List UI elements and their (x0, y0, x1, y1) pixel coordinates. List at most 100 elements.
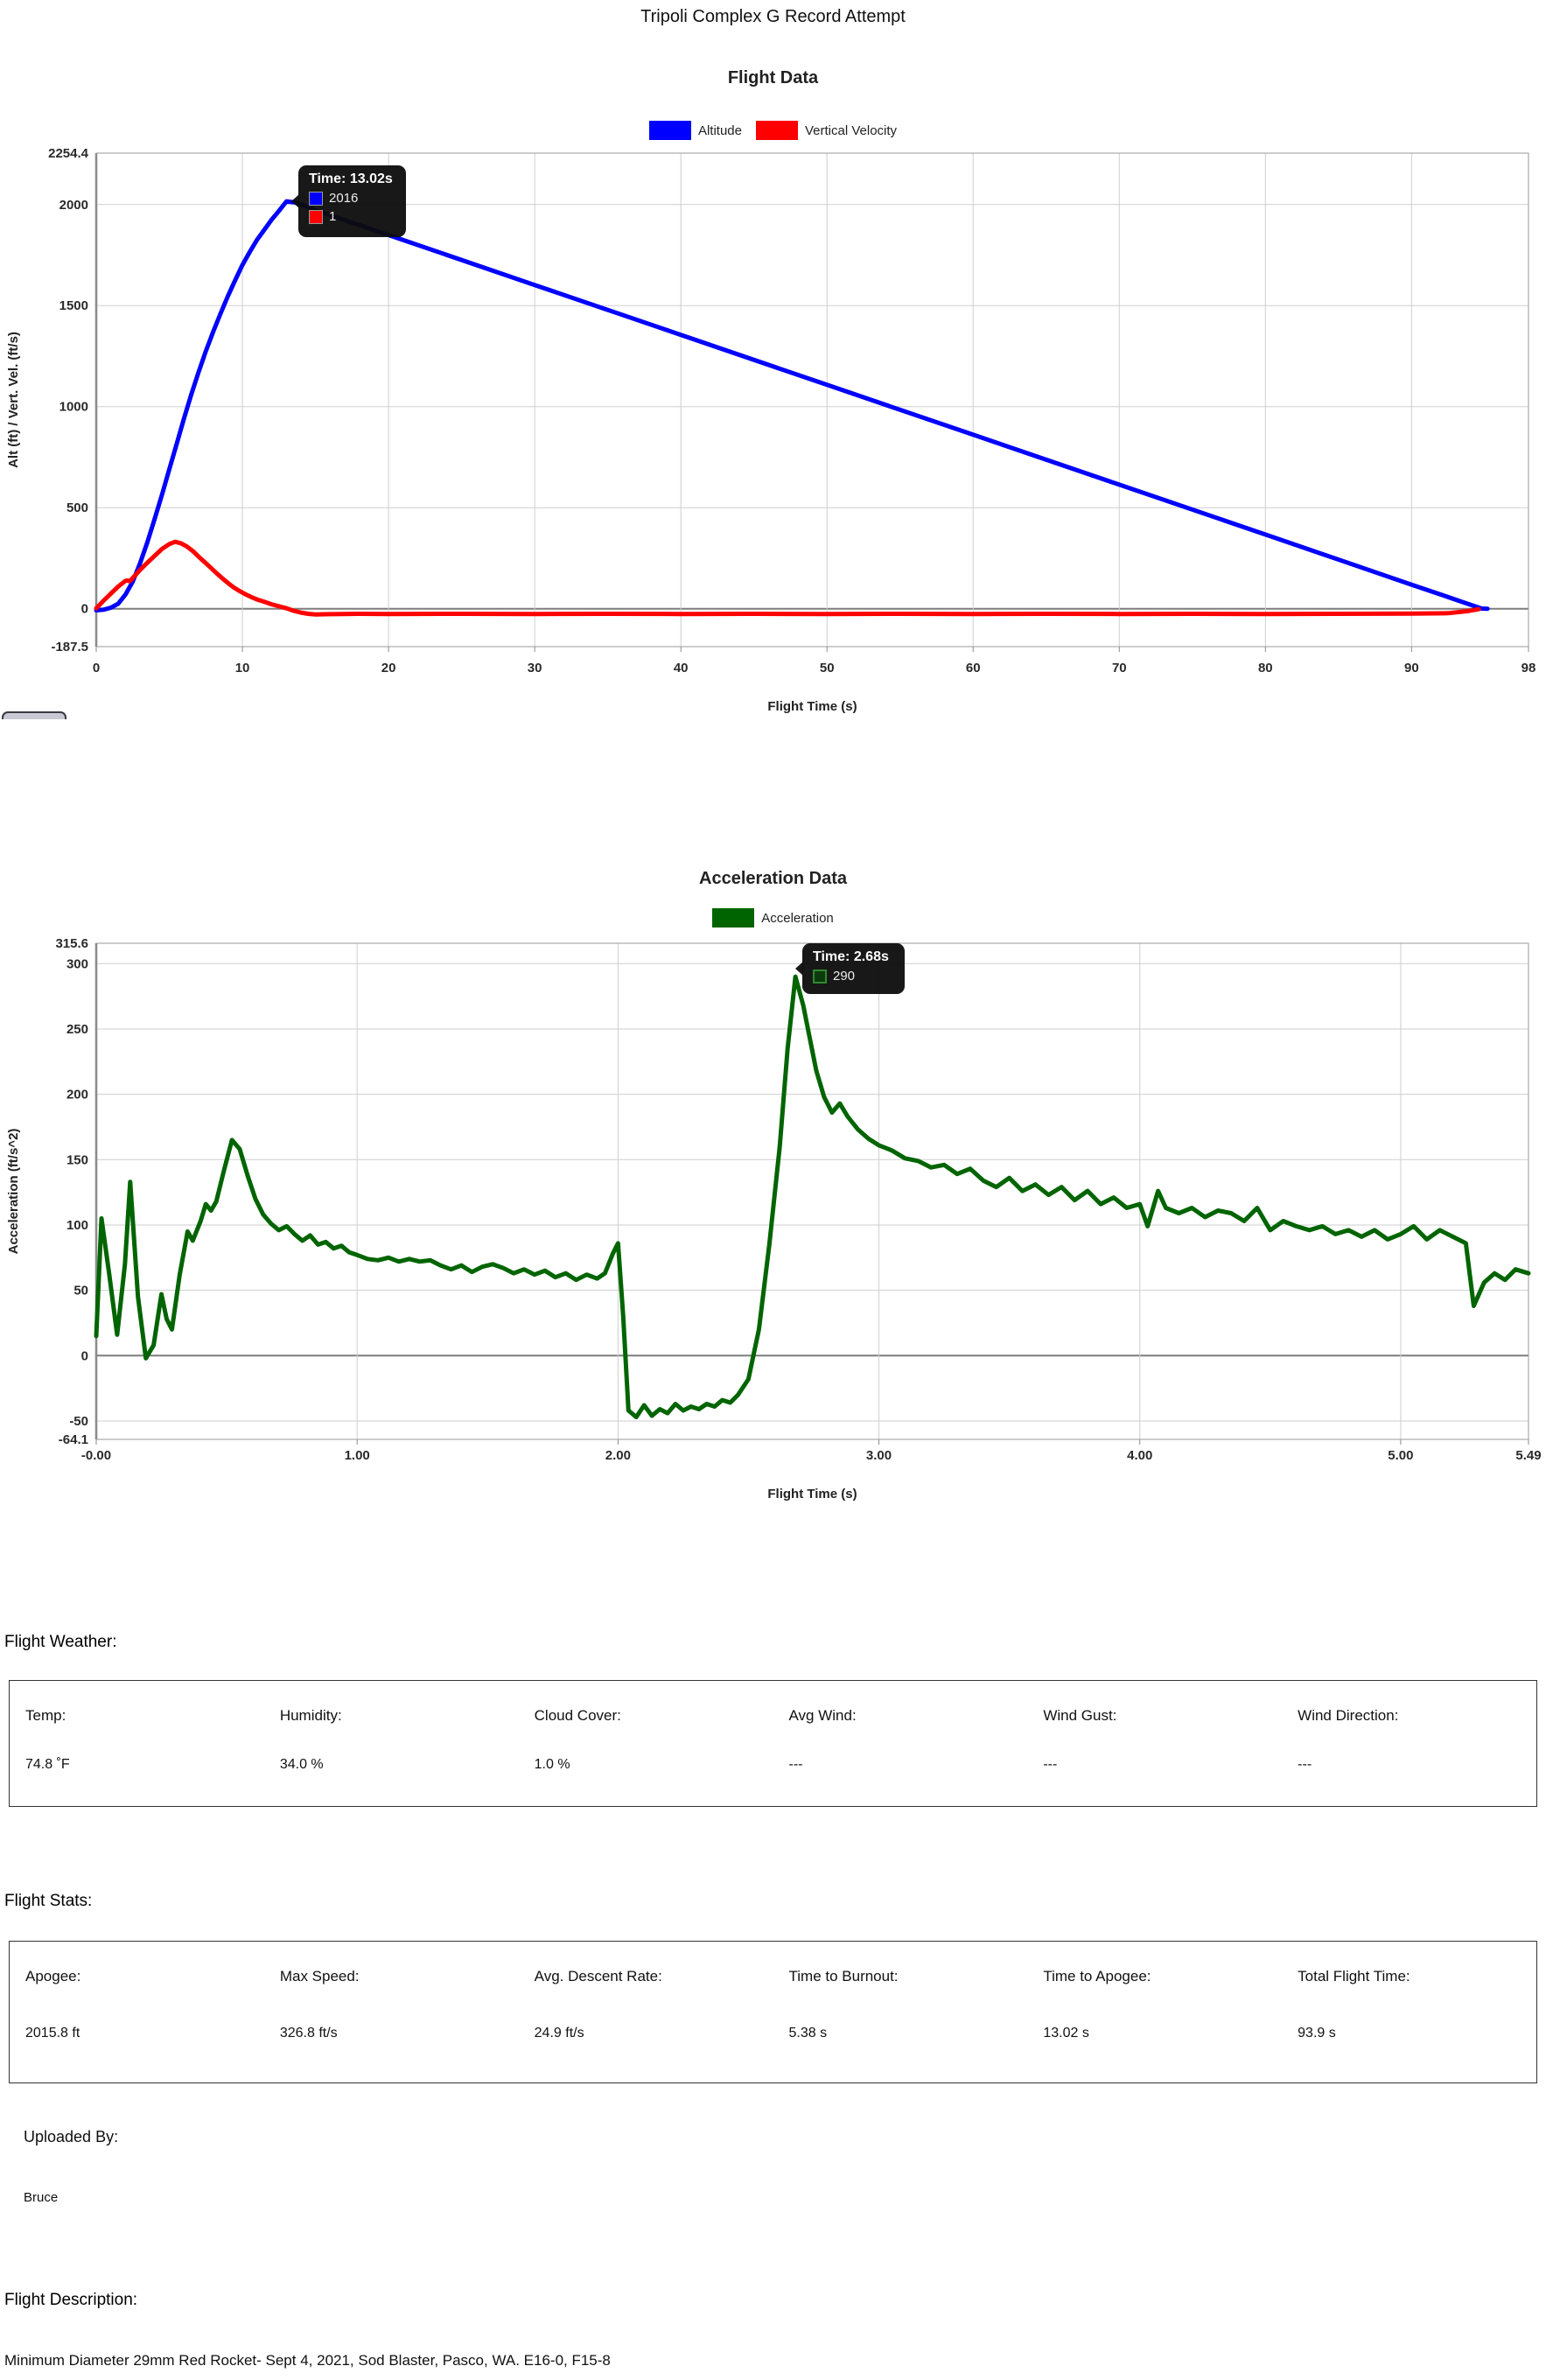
table-value: 326.8 ft/s (279, 2025, 338, 2040)
x-tick-label: 2.00 (605, 1448, 631, 1463)
legend-swatch (712, 908, 755, 928)
y-tick-label: 250 (66, 1022, 88, 1037)
tooltip-value: 290 (833, 969, 856, 984)
plot-border (95, 152, 1529, 648)
tooltip-swatch (309, 209, 323, 224)
table-label: Total Flight Time: (1298, 1968, 1410, 1984)
tooltip-row: 1 (309, 209, 397, 224)
x-tick-label: 30 (528, 661, 542, 676)
uploaded-by-heading: Uploaded By: (24, 2128, 119, 2146)
tooltip-time-label: Time: 13.02s (309, 172, 393, 186)
table-label: Apogee: (25, 1968, 81, 1984)
table-label: Wind Gust: (1043, 1707, 1117, 1724)
table-value: --- (1043, 1756, 1058, 1772)
legend-item-acceleration[interactable]: Acceleration (712, 908, 834, 928)
series-altitude (94, 199, 1490, 612)
y-tick-label: 2000 (59, 198, 88, 213)
flight-data-tooltip: Time: 13.02s 2016 1 (291, 165, 406, 237)
uploaded-by-value: Bruce (24, 2190, 59, 2205)
collapsed-button-fragment[interactable] (2, 711, 66, 719)
y-tick-label: 1000 (59, 400, 88, 415)
table-label: Max Speed: (279, 1968, 360, 1984)
x-axis-title: Flight Time (s) (767, 699, 857, 714)
x-axis-title: Flight Time (s) (767, 1487, 857, 1502)
page-title: Tripoli Complex G Record Attempt (640, 7, 906, 26)
x-tick-label: 5.49 (1515, 1448, 1541, 1463)
x-tick-label: 10 (235, 661, 250, 676)
series-acceleration (94, 974, 1531, 1419)
x-tick-label: 3.00 (866, 1448, 892, 1463)
acceleration-chart-title: Acceleration Data (699, 869, 847, 888)
y-tick-label: 0 (81, 602, 88, 617)
flight-data-legend: Altitude Vertical Velocity (0, 121, 1546, 140)
y-tick-label: 500 (66, 500, 88, 515)
acceleration-chart: Acceleration Data Acceleration 315.6 300 2… (0, 862, 1546, 1505)
table-value: 74.8 ˚F (25, 1756, 70, 1772)
y-tick-label: 2254.4 (48, 146, 89, 161)
tooltip-swatch (309, 191, 323, 206)
flight-data-chart-title: Flight Data (727, 68, 819, 88)
y-tick-label: 0 (81, 1348, 88, 1363)
x-tick-label: 90 (1404, 661, 1419, 676)
x-tick-label: 70 (1112, 661, 1127, 676)
tooltip-pointer (291, 194, 299, 208)
tooltip-value: 2016 (329, 191, 359, 206)
legend-swatch (648, 121, 691, 140)
legend-item-altitude[interactable]: Altitude (648, 121, 742, 140)
legend-label: Acceleration (761, 910, 834, 926)
y-tick-label: 100 (66, 1218, 88, 1233)
y-tick-label: 300 (66, 956, 88, 971)
plot-border (95, 942, 1529, 1440)
weather-heading: Flight Weather: (4, 1633, 117, 1651)
tooltip-pointer (795, 962, 803, 976)
y-tick-label: 315.6 (55, 936, 88, 951)
table-value: --- (1298, 1756, 1312, 1772)
table-value: 1.0 % (534, 1756, 570, 1772)
stats-heading: Flight Stats: (4, 1892, 93, 1910)
table-label: Wind Direction: (1298, 1707, 1399, 1724)
table-label: Humidity: (279, 1707, 342, 1724)
acceleration-legend: Acceleration (0, 908, 1546, 928)
y-tick-label: 150 (66, 1152, 88, 1167)
y-tick-label: 50 (73, 1284, 88, 1298)
x-tick-label: 80 (1258, 661, 1273, 676)
x-tick-label: 1.00 (345, 1448, 370, 1463)
y-tick-label: -187.5 (51, 640, 88, 654)
tooltip-time-label: Time: 2.68s (813, 949, 889, 964)
table-value: 34.0 % (279, 1756, 324, 1772)
table-value: 24.9 ft/s (534, 2025, 584, 2040)
x-tick-label: 40 (674, 661, 689, 676)
table-value: --- (788, 1756, 803, 1772)
table-label: Time to Apogee: (1043, 1968, 1151, 1984)
x-tick-label: 60 (966, 661, 981, 676)
x-tick-label: 4.00 (1127, 1448, 1152, 1463)
y-axis-title: Alt (ft) / Vert. Vel. (ft/s) (6, 332, 21, 468)
y-tick-label: -50 (69, 1414, 88, 1429)
legend-item-vertical-velocity[interactable]: Vertical Velocity (755, 121, 898, 140)
table-label: Temp: (25, 1707, 66, 1724)
x-tick-label: 20 (381, 661, 396, 676)
table-value: 5.38 s (788, 2025, 828, 2040)
y-tick-label: 200 (66, 1088, 88, 1102)
description-value: Minimum Diameter 29mm Red Rocket- Sept 4… (4, 2352, 611, 2369)
tooltip-row: 290 (813, 969, 896, 984)
legend-label: Vertical Velocity (804, 122, 898, 138)
table-label: Avg Wind: (788, 1707, 857, 1724)
table-label: Time to Burnout: (788, 1968, 899, 1984)
stats-table: Apogee: Max Speed: Avg. Descent Rate: Time … (9, 1941, 1537, 2083)
tooltip-value: 1 (329, 209, 337, 224)
table-value: 2015.8 ft (25, 2025, 80, 2040)
legend-swatch (755, 121, 798, 140)
table-value: 13.02 s (1043, 2025, 1089, 2040)
acceleration-plot-area[interactable]: 315.6 300 250 200 150 100 50 0 -50 -64.1-0.00 1.00… (0, 862, 1546, 1505)
series-vertical-velocity (94, 539, 1481, 617)
x-tick-label: 0 (93, 661, 100, 676)
tooltip-swatch (813, 969, 827, 984)
x-tick-label: 5.00 (1388, 1448, 1413, 1463)
flight-data-chart: Flight Data Altitude Vertical Velocity 22… (0, 61, 1546, 735)
tooltip-row: 2016 (309, 191, 397, 206)
flight-data-plot-area[interactable]: 2254.4 2000 1500 1000 500 0 -187.5 0 10 20 30 40 50 6… (0, 61, 1546, 735)
x-tick-label: -0.00 (81, 1448, 111, 1463)
description-heading: Flight Description: (4, 2291, 138, 2309)
